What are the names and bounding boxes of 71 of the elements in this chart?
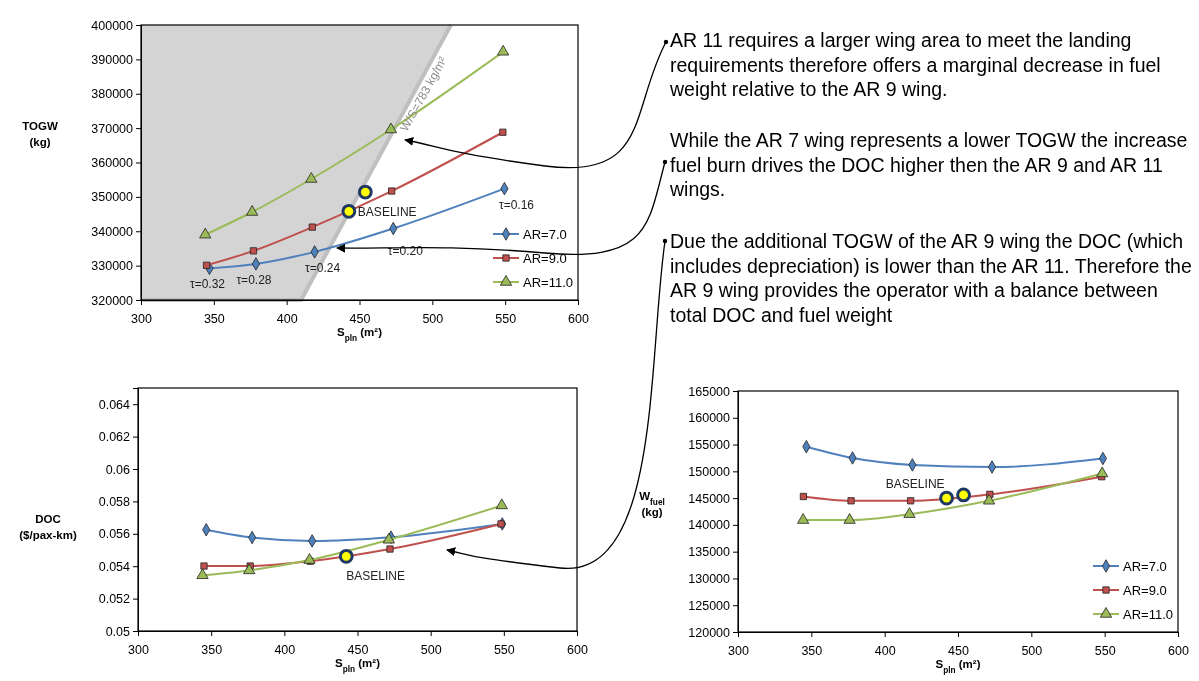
x-tick-label: 300 — [131, 312, 152, 326]
x-tick-label: 600 — [568, 312, 589, 326]
y-tick-label: 0.058 — [98, 494, 131, 509]
annotation: BASELINE — [885, 477, 945, 492]
annotation: τ=0.24 — [305, 260, 341, 275]
y-tick-label: 330000 — [91, 259, 134, 274]
y-tick-label: 160000 — [688, 411, 731, 426]
x-tick-label: 400 — [276, 312, 298, 326]
y-tick-label: 370000 — [91, 121, 134, 136]
legend-label: AR=11.0 — [523, 275, 573, 290]
y-tick-label: 0.062 — [98, 430, 131, 445]
legend-label: AR=7.0 — [523, 227, 567, 242]
y-tick-label: 0.05 — [105, 624, 131, 639]
y-axis-title: TOGW (kg) — [22, 120, 58, 148]
x-tick-label: 450 — [347, 643, 369, 657]
y-tick-label: 120000 — [688, 625, 731, 640]
y-tick-label: 0.056 — [98, 527, 131, 542]
y-tick-label: 360000 — [91, 156, 134, 170]
legend-label: AR=7.0 — [1123, 559, 1167, 574]
y-tick-label: 0.064 — [98, 397, 131, 412]
annotation: τ=0.32 — [189, 277, 226, 292]
y-tick-label: 140000 — [688, 518, 731, 533]
y-tick-label: 125000 — [688, 598, 731, 613]
annotation: BASELINE — [346, 569, 405, 584]
x-tick-label: 400 — [874, 644, 896, 658]
y-tick-label: 340000 — [91, 224, 134, 239]
y-tick-label: 150000 — [688, 464, 731, 479]
x-tick-label: 500 — [422, 312, 444, 326]
y-tick-label: 0.052 — [98, 592, 131, 607]
y-tick-label: 380000 — [91, 87, 134, 102]
x-tick-label: 350 — [801, 644, 823, 658]
x-tick-label: 300 — [728, 644, 749, 658]
x-tick-label: 600 — [1168, 644, 1189, 658]
x-tick-label: 400 — [274, 643, 296, 657]
legend-label: AR=9.0 — [1123, 583, 1167, 598]
text: Due the additional TOGW of the AR 9 wing the DOC (which includes depreciation) is lower than the AR 11. Therefore the AR 9 wing provides the operator with a balance between total DOC and fuel weight — [670, 230, 1192, 326]
text: AR 11 requires a larger wing area to meet the landing requirements therefore offers a marginal decrease in fuel weight relative to the AR 9 wing. — [669, 29, 1161, 100]
annotation: τ=0.16 — [498, 197, 535, 212]
x-tick-label: 450 — [349, 312, 371, 326]
annotation: τ=0.28 — [236, 272, 272, 287]
legend-label: AR=9.0 — [523, 251, 567, 266]
y-tick-label: 145000 — [688, 491, 731, 506]
x-axis-title: S$_{pln}$ (m²) — [337, 326, 383, 343]
y-tick-label: 0.06 — [105, 462, 131, 477]
legend-label: AR=11.0 — [1123, 607, 1173, 622]
y-tick-label: 0.054 — [98, 559, 131, 574]
x-tick-label: 550 — [495, 312, 517, 326]
y-tick-label: 400000 — [91, 18, 134, 33]
y-tick-label: 350000 — [91, 190, 134, 205]
x-tick-label: 500 — [420, 643, 442, 657]
y-tick-label: 155000 — [688, 438, 731, 453]
annotation: τ=0.20 — [387, 243, 424, 258]
x-tick-label: 300 — [128, 643, 149, 657]
x-tick-label: 350 — [201, 643, 223, 657]
x-tick-label: 500 — [1021, 644, 1043, 658]
x-tick-label: 450 — [948, 644, 969, 658]
x-tick-label: 350 — [203, 312, 225, 326]
y-tick-label: 130000 — [688, 571, 731, 586]
x-axis-title: S$_{pln}$ (m²) — [935, 658, 981, 675]
y-tick-label: 390000 — [91, 52, 134, 67]
x-tick-label: 550 — [493, 643, 515, 657]
x-axis-title: S$_{pln}$ (m²) — [335, 657, 381, 674]
y-tick-label: 320000 — [91, 293, 134, 308]
x-tick-label: 600 — [567, 643, 588, 657]
y-axis-title: DOC ($/pax-km) — [19, 513, 77, 541]
y-axis-title: W$_{fuel}$ (kg) — [639, 490, 665, 518]
annotation: BASELINE — [357, 205, 417, 220]
x-tick-label: 550 — [1094, 644, 1116, 658]
text: While the AR 7 wing represents a lower TOGW the increase fuel burn drives the DOC higher then the AR 9 and AR 11 wings. — [669, 129, 1188, 200]
y-tick-label: 165000 — [688, 384, 731, 399]
y-tick-label: 135000 — [688, 545, 731, 560]
